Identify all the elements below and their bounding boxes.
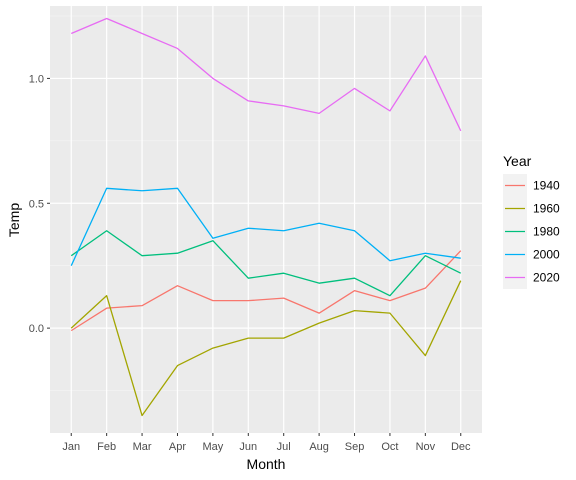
series-line-1960 bbox=[70, 280, 462, 417]
legend-title: Year bbox=[503, 153, 532, 169]
y-tick-label: 0.0 bbox=[29, 323, 44, 335]
x-tick-label: Oct bbox=[381, 441, 398, 453]
legend-label: 1980 bbox=[533, 225, 560, 239]
x-tick-label: May bbox=[202, 441, 223, 453]
x-tick-label: Jul bbox=[277, 441, 291, 453]
series-line-2020 bbox=[70, 17, 462, 132]
x-tick-label: Dec bbox=[451, 441, 471, 453]
legend: Year 1940 1960 1980 2000 2020 bbox=[503, 153, 560, 289]
y-tick-label: 1.0 bbox=[29, 73, 44, 85]
x-axis: Jan Feb Mar Apr May Jun Jul Aug Sep Oct Nov Dec bbox=[62, 433, 471, 453]
plot-panel bbox=[50, 6, 482, 433]
x-tick-label: Feb bbox=[97, 441, 116, 453]
legend-label: 2020 bbox=[533, 271, 560, 285]
series-line-1980 bbox=[70, 230, 462, 297]
x-tick-label: Apr bbox=[169, 441, 186, 453]
x-tick-label: Aug bbox=[309, 441, 329, 453]
x-tick-label: Jan bbox=[62, 441, 80, 453]
series-line-1940 bbox=[70, 250, 462, 332]
x-tick-label: Sep bbox=[345, 441, 365, 453]
legend-label: 1960 bbox=[533, 202, 560, 216]
minor-gridlines bbox=[50, 15, 482, 391]
major-gridlines bbox=[50, 6, 482, 433]
x-tick-label: Nov bbox=[416, 441, 436, 453]
series-lines bbox=[70, 17, 462, 417]
legend-label: 2000 bbox=[533, 248, 560, 262]
legend-label: 1940 bbox=[533, 179, 560, 193]
x-axis-title: Month bbox=[247, 456, 286, 472]
series-line-2000 bbox=[70, 187, 461, 266]
x-tick-label: Jun bbox=[239, 441, 257, 453]
x-tick-label: Mar bbox=[133, 441, 152, 453]
y-axis: 0.0 0.5 1.0 bbox=[29, 73, 50, 335]
y-tick-label: 0.5 bbox=[29, 198, 44, 210]
y-axis-title: Temp bbox=[6, 203, 22, 237]
